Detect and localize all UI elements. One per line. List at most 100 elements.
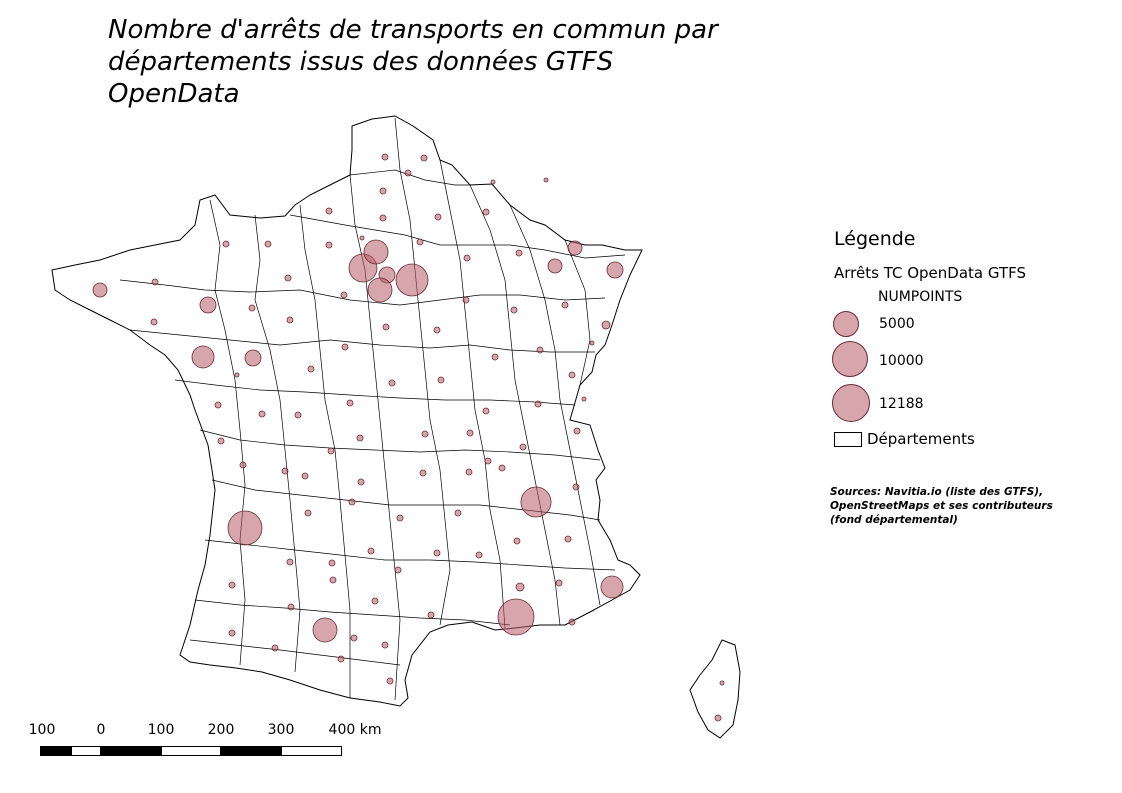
legend-item-small: 5000 — [832, 308, 1072, 348]
department-stop-marker — [600, 575, 624, 599]
sources-note: Sources: Navitia.io (liste des GTFS), Op… — [830, 485, 1070, 527]
department-stop-marker — [337, 655, 345, 663]
department-stop-marker — [325, 207, 333, 215]
department-stop-marker — [568, 371, 576, 379]
department-stop-marker — [421, 430, 429, 438]
department-stop-marker — [346, 399, 354, 407]
department-stop-marker — [404, 169, 412, 177]
legend-item-label: 10000 — [879, 353, 924, 369]
department-stop-marker — [433, 326, 441, 334]
department-stop-marker — [150, 318, 158, 326]
scale-label: 0 — [96, 722, 106, 738]
department-stop-marker — [719, 680, 725, 686]
france-outline — [51, 115, 741, 739]
legend-heading: Légende — [834, 228, 916, 250]
department-stop-marker — [325, 241, 333, 249]
stop-count-symbols — [92, 153, 725, 722]
scale-segment — [281, 746, 342, 756]
department-stop-marker — [222, 240, 230, 248]
department-stop-marker — [482, 407, 490, 415]
sources-line-3: (fond départemental) — [830, 514, 958, 526]
department-stop-marker — [395, 263, 429, 297]
scale-segment — [221, 746, 281, 756]
department-stop-marker — [601, 320, 611, 330]
department-stop-marker — [490, 179, 496, 185]
department-stop-marker — [606, 261, 624, 279]
department-stop-marker — [466, 429, 474, 437]
department-stop-marker — [536, 346, 544, 354]
department-stop-marker — [497, 598, 535, 636]
department-stop-marker — [434, 213, 442, 221]
department-stop-marker — [379, 214, 387, 222]
department-stop-marker — [301, 472, 309, 480]
department-stop-marker — [286, 558, 294, 566]
map-title-line-1: Nombre d'arrêts de transports en commun … — [108, 15, 718, 45]
department-stop-marker — [304, 509, 312, 517]
department-stop-marker — [567, 240, 583, 256]
department-stop-marker — [271, 644, 279, 652]
department-stop-marker — [433, 549, 441, 557]
legend-circle-large — [832, 384, 870, 422]
department-stop-marker — [348, 498, 356, 506]
department-stop-marker — [234, 372, 240, 378]
department-stop-marker — [465, 468, 473, 476]
department-stop-marker — [287, 603, 295, 611]
department-stop-marker — [367, 547, 375, 555]
department-stop-marker — [367, 277, 393, 303]
scale-label: 100 — [28, 722, 56, 738]
department-stop-marker — [382, 323, 390, 331]
department-stop-marker — [515, 249, 523, 257]
department-stop-marker — [341, 343, 349, 351]
department-stop-marker — [573, 427, 581, 435]
department-stop-marker — [547, 258, 563, 274]
department-stop-marker — [491, 353, 499, 361]
department-stop-marker — [396, 514, 404, 522]
department-stop-marker — [307, 365, 315, 373]
department-stop-marker — [371, 597, 379, 605]
department-stop-marker — [388, 379, 396, 387]
department-stop-marker — [356, 434, 364, 442]
department-stop-marker — [357, 478, 365, 486]
department-stop-marker — [519, 443, 527, 451]
department-stop-marker — [520, 486, 552, 518]
department-stop-marker — [228, 581, 236, 589]
department-stop-marker — [363, 239, 389, 265]
department-stop-marker — [294, 411, 302, 419]
department-stop-marker — [416, 238, 424, 246]
department-stop-marker — [350, 634, 358, 642]
legend-item-medium: 10000 — [832, 341, 1072, 381]
department-stop-marker — [191, 345, 215, 369]
department-stop-marker — [568, 618, 576, 626]
department-stop-marker — [151, 278, 159, 286]
department-stop-marker — [92, 282, 108, 298]
department-stop-marker — [381, 641, 389, 649]
department-swatch — [834, 432, 862, 447]
department-stop-marker — [419, 469, 427, 477]
department-stop-marker — [386, 677, 394, 685]
scale-segment — [101, 746, 161, 756]
legend-circle-medium — [832, 341, 868, 377]
legend-circle-small — [833, 311, 859, 337]
sources-line-1: Sources: Navitia.io (liste des GTFS), — [830, 486, 1044, 498]
department-stop-marker — [463, 254, 471, 262]
department-stop-marker — [227, 510, 263, 546]
department-stop-marker — [475, 551, 483, 559]
department-boundaries — [119, 117, 626, 701]
department-stop-marker — [214, 401, 222, 409]
scale-label: 400 km — [328, 722, 382, 738]
department-stop-marker — [498, 464, 506, 472]
legend-item-label: 5000 — [879, 316, 915, 332]
department-stop-marker — [329, 576, 337, 584]
department-stop-marker — [454, 509, 462, 517]
department-stop-marker — [248, 304, 256, 312]
corsica-outline — [689, 639, 741, 739]
department-stop-marker — [284, 274, 292, 282]
department-stop-marker — [437, 376, 445, 384]
department-stop-marker — [199, 296, 217, 314]
department-stop-marker — [258, 410, 266, 418]
department-stop-marker — [555, 579, 563, 587]
legend-layer-name: Arrêts TC OpenData GTFS — [834, 264, 1027, 282]
department-stop-marker — [589, 340, 595, 346]
scale-label: 300 — [267, 722, 295, 738]
scale-label: 100 — [147, 722, 175, 738]
